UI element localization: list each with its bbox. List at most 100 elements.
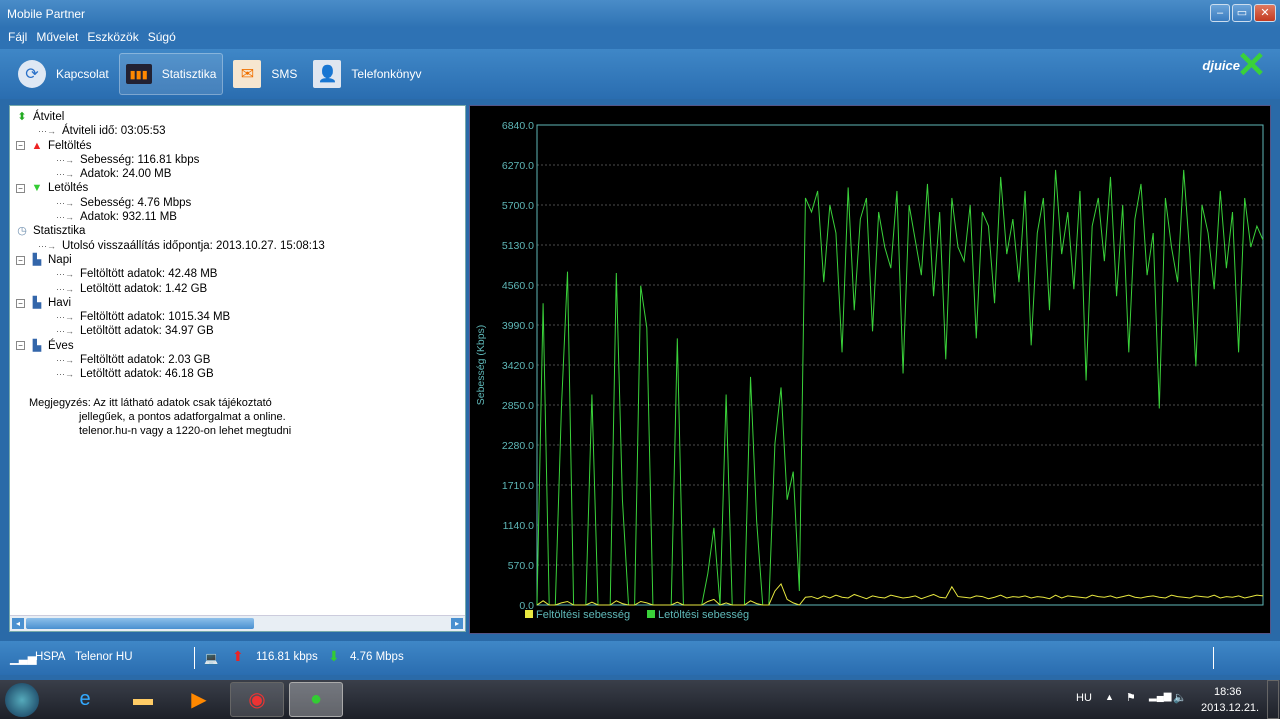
collapse-icon[interactable]: − — [16, 184, 25, 194]
y-axis-label: Sebesség (Kbps) — [475, 325, 487, 406]
brand-text: djuice — [1202, 58, 1240, 73]
y-tick-label: 4560.0 — [502, 280, 534, 292]
tab-statisztika[interactable]: ▮▮▮ Statisztika — [118, 53, 224, 95]
y-tick-label: 570.0 — [508, 560, 534, 572]
tree-node-napi[interactable]: − ▙ Napi — [16, 253, 459, 267]
tab-telefonkonyv[interactable]: 👤 Telefonkönyv — [307, 53, 427, 95]
divider — [1213, 647, 1214, 669]
maximize-button[interactable]: ▭ — [1232, 4, 1252, 22]
legend-label: Letöltési sebesség — [658, 609, 749, 621]
legend-swatch — [647, 610, 655, 618]
tree-leaf: ⋯→ Feltöltött adatok: 2.03 GB — [56, 354, 211, 367]
tree-leaf: ⋯→ Letöltött adatok: 34.97 GB — [56, 325, 214, 338]
djuice-logo: djuice ✕ — [1202, 44, 1266, 85]
y-tick-label: 2850.0 — [502, 400, 534, 412]
tree-leaf: ⋯→ Sebesség: 116.81 kbps — [56, 153, 200, 166]
collapse-icon[interactable]: − — [16, 255, 25, 265]
tree-node-feltoltes[interactable]: − ▲ Feltöltés — [16, 139, 459, 153]
tab-sms[interactable]: ✉ SMS — [227, 53, 303, 95]
leaf-label: Adatok: 932.11 MB — [80, 211, 177, 224]
node-label: Letöltés — [48, 182, 89, 195]
leaf-label: Utolsó visszaállítás időpontja: 2013.10.… — [62, 239, 325, 252]
collapse-icon[interactable]: − — [16, 298, 25, 308]
y-tick-label: 0.0 — [519, 600, 534, 612]
window-title: Mobile Partner — [7, 7, 86, 21]
title-bar: Mobile Partner – ▭ ✕ — [0, 0, 1280, 27]
minimize-button[interactable]: – — [1210, 4, 1230, 22]
internet-explorer-icon[interactable]: e — [79, 688, 91, 710]
tab-label: Telefonkönyv — [351, 67, 422, 81]
clock-time[interactable]: 18:36 — [1214, 686, 1242, 698]
divider — [194, 647, 195, 669]
mobile-partner-taskbar-icon[interactable]: ● — [289, 682, 343, 717]
close-button[interactable]: ✕ — [1254, 4, 1276, 22]
menu-muvelet[interactable]: Művelet — [36, 30, 79, 44]
browser-icon[interactable]: ◉ — [230, 682, 284, 717]
tab-label: SMS — [271, 67, 298, 81]
explorer-folder-icon[interactable]: ▬ — [133, 688, 153, 710]
logo-x-icon: ✕ — [1236, 44, 1267, 85]
collapse-icon[interactable]: − — [16, 341, 25, 351]
note-line: telenor.hu-n vagy a 1220-on lehet megtud… — [79, 424, 292, 437]
download-arrow-icon: ▼ — [31, 182, 43, 195]
tree-leaf: ⋯→ Sebesség: 4.76 Mbps — [56, 196, 192, 209]
scroll-right-button[interactable]: ▸ — [451, 618, 463, 629]
tree-leaf: ⋯→ Átviteli idő: 03:05:53 — [38, 125, 166, 138]
speed-chart: 0.0 570.0 1140.0 1710.0 2280.0 2850.0 3420.0 39… — [469, 105, 1271, 634]
tree-node-statisztika[interactable]: ◷ Statisztika — [16, 224, 459, 238]
leaf-label: Sebesség: 4.76 Mbps — [80, 196, 192, 209]
contact-book-icon: 👤 — [313, 60, 342, 88]
tree-leaf: ⋯→ Letöltött adatok: 1.42 GB — [56, 282, 208, 295]
tree-leaf: ⋯→ Adatok: 24.00 MB — [56, 168, 172, 181]
node-label: Statisztika — [33, 225, 86, 238]
media-player-icon[interactable]: ▶ — [191, 689, 207, 711]
clock-date[interactable]: 2013.12.21. — [1201, 702, 1260, 714]
language-indicator[interactable]: HU — [1076, 692, 1092, 704]
series-line-download — [536, 169, 1264, 606]
show-desktop-button[interactable] — [1267, 680, 1279, 719]
leaf-label: Letöltött adatok: 46.18 GB — [80, 368, 214, 381]
menu-eszkozok[interactable]: Eszközök — [87, 30, 139, 44]
transfer-icon: ⬍ — [17, 111, 27, 123]
leaf-label: Adatok: 24.00 MB — [80, 168, 172, 181]
y-tick-label: 1140.0 — [503, 520, 534, 532]
volume-icon[interactable]: 🔈 — [1173, 692, 1187, 704]
tab-kapcsolat[interactable]: ⟳ Kapcsolat — [12, 53, 115, 95]
status-bar: ▁▃▅ HSPA Telenor HU 💻 ⬆ 116.81 kbps ⬇ 4.… — [0, 641, 1280, 675]
menu-sugo[interactable]: Súgó — [147, 30, 176, 44]
leaf-label: Sebesség: 116.81 kbps — [80, 153, 200, 166]
menu-bar: Fájl Művelet Eszközök Súgó — [0, 27, 1280, 49]
tab-label: Kapcsolat — [56, 67, 109, 81]
tree-leaf: ⋯→ Utolsó visszaállítás időpontja: 2013.1… — [38, 239, 325, 252]
start-button[interactable] — [0, 682, 44, 717]
y-tick-label: 5130.0 — [502, 240, 534, 252]
bar-chart-icon: ▙ — [32, 296, 42, 309]
leaf-label: Letöltött adatok: 1.42 GB — [80, 282, 208, 295]
horizontal-scrollbar[interactable]: ◂ ▸ — [10, 615, 465, 631]
upload-speed: 116.81 kbps — [256, 651, 318, 663]
statistics-tree-panel: ⬍ Átvitel ⋯→ Átviteli idő: 03:05:53 − ▲ Felt… — [9, 105, 466, 632]
network-signal-icon[interactable]: ▂▄▆ — [1149, 691, 1172, 702]
note-line: jellegűek, a pontos adatforgalmat a onli… — [79, 410, 286, 423]
show-hidden-icons[interactable]: ▲ — [1105, 692, 1114, 702]
tree-node-letoltes[interactable]: − ▼ Letöltés — [16, 181, 459, 195]
tree-node-havi[interactable]: − ▙ Havi — [16, 296, 459, 310]
y-tick-label: 5700.0 — [502, 200, 534, 212]
menu-fajl[interactable]: Fájl — [8, 30, 28, 44]
action-center-flag-icon[interactable]: ⚑ — [1126, 692, 1136, 704]
tree-node-atvitel[interactable]: ⬍ Átvitel — [16, 110, 459, 124]
speed-chart-svg: 0.0 570.0 1140.0 1710.0 2280.0 2850.0 3420.0 39… — [475, 120, 1264, 621]
y-tick-label: 6840.0 — [502, 120, 534, 132]
upload-arrow-icon: ⬆ — [232, 648, 244, 664]
y-tick-label: 2280.0 — [502, 440, 534, 452]
scrollbar-thumb[interactable] — [26, 618, 254, 629]
legend-label: Feltöltési sebesség — [536, 609, 630, 621]
node-label: Napi — [48, 253, 72, 266]
toolbar: ⟳ Kapcsolat ▮▮▮ Statisztika ✉ SMS 👤 Telefonk… — [0, 49, 1280, 99]
scroll-left-button[interactable]: ◂ — [12, 618, 24, 629]
node-label: Feltöltés — [48, 139, 92, 152]
tree-node-eves[interactable]: − ▙ Éves — [16, 339, 459, 353]
series-line-upload — [536, 582, 1264, 606]
legend-swatch — [525, 610, 533, 618]
collapse-icon[interactable]: − — [16, 141, 25, 151]
